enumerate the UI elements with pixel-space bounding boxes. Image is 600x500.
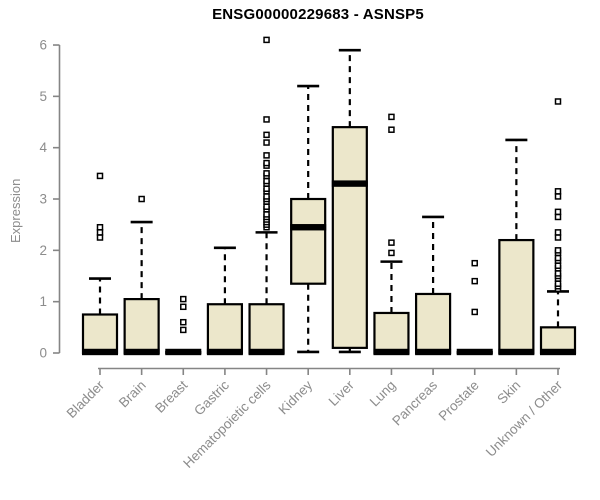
iqr-box <box>81 313 119 355</box>
box-pancreas <box>414 215 452 356</box>
median-bar <box>248 348 285 356</box>
x-tick-label-kidney: Kidney <box>276 377 316 417</box>
outlier-point <box>263 152 270 159</box>
outlier-point <box>263 203 270 210</box>
outlier-point <box>554 262 562 269</box>
iqr-box <box>123 298 160 355</box>
y-axis: 0 1 2 3 4 5 6 <box>39 38 61 361</box>
outlier-point <box>138 195 145 203</box>
outlier-point <box>554 280 562 287</box>
median-bar <box>540 348 576 356</box>
y-tick-label: 0 <box>39 346 47 361</box>
outlier-point <box>263 177 270 185</box>
outlier-point <box>554 254 562 262</box>
x-tick-label-prostate: Prostate <box>436 378 482 424</box>
box-bladder <box>81 172 119 356</box>
median-bar <box>373 348 410 356</box>
median-bar <box>290 224 327 231</box>
x-tick-label-lung: Lung <box>367 378 399 410</box>
x-tick-label-gastric: Gastric <box>191 377 232 418</box>
median-bar <box>331 180 368 187</box>
median-bar <box>123 348 160 356</box>
y-tick-label: 5 <box>39 89 47 104</box>
x-tick-label-pancreas: Pancreas <box>389 377 440 428</box>
median-bar <box>415 348 452 356</box>
y-tick-label: 3 <box>39 192 47 207</box>
outlier-point <box>96 234 104 241</box>
outlier-point <box>263 131 270 139</box>
y-tick-label: 6 <box>39 38 47 53</box>
outlier-point <box>388 126 395 133</box>
x-tick-label-skin: Skin <box>494 378 523 407</box>
iqr-box <box>414 292 452 355</box>
iqr-box <box>206 303 244 355</box>
box-brain <box>123 195 160 356</box>
outlier-point <box>263 193 270 200</box>
box-unknown-other <box>539 98 577 356</box>
x-tick-label-breast: Breast <box>152 377 190 415</box>
box-skin <box>498 138 535 356</box>
outlier-point <box>554 270 562 277</box>
x-tick-label-unknown-other: Unknown / Other <box>483 377 566 460</box>
outlier-point <box>263 185 270 192</box>
outlier-point <box>471 308 478 316</box>
x-tick-label-liver: Liver <box>326 377 358 409</box>
outlier-point <box>180 318 187 326</box>
outlier-point <box>554 188 562 195</box>
y-tick-label: 1 <box>39 294 47 309</box>
outlier-point <box>180 295 187 303</box>
box-kidney <box>290 84 327 354</box>
y-tick-label: 4 <box>39 140 47 155</box>
box-gastric <box>206 246 244 356</box>
outlier-point <box>471 277 478 285</box>
median-bar <box>456 348 493 356</box>
outlier-point <box>388 113 395 121</box>
outlier-point <box>471 259 478 267</box>
iqr-box <box>498 238 535 355</box>
outlier-point <box>96 229 104 236</box>
outlier-point <box>388 239 395 246</box>
outlier-point <box>263 170 270 177</box>
iqr-box <box>248 303 285 355</box>
outlier-point <box>96 172 104 180</box>
outlier-point <box>180 303 187 311</box>
outlier-point <box>554 208 562 216</box>
box-hematopoietic-cells <box>248 36 285 356</box>
y-tick-label: 2 <box>39 243 47 258</box>
outlier-point <box>263 159 270 167</box>
outlier-point <box>388 249 395 257</box>
outlier-point <box>554 98 562 105</box>
outlier-point <box>96 223 104 231</box>
iqr-box <box>290 197 327 285</box>
outlier-point <box>180 326 187 334</box>
x-tick-label-brain: Brain <box>116 378 149 411</box>
median-bar <box>165 348 202 356</box>
iqr-box <box>331 126 368 349</box>
outlier-point <box>263 139 270 146</box>
outlier-point <box>554 213 562 221</box>
box-prostate <box>456 259 493 356</box>
outlier-point <box>554 193 562 200</box>
outlier-point <box>554 234 562 241</box>
iqr-box <box>373 311 410 355</box>
outlier-point <box>263 116 270 123</box>
outlier-point <box>554 229 562 236</box>
outlier-point <box>554 247 562 254</box>
box-breast <box>165 295 202 356</box>
median-bar <box>206 348 243 356</box>
box-liver <box>331 48 368 354</box>
median-bar <box>498 348 535 356</box>
outlier-point <box>263 211 270 218</box>
box-lung <box>373 113 410 356</box>
x-tick-label-bladder: Bladder <box>64 377 108 421</box>
chart-title: ENSG00000229683 - ASNSP5 <box>212 6 424 23</box>
outlier-point <box>263 36 270 44</box>
median-bar <box>82 348 118 356</box>
